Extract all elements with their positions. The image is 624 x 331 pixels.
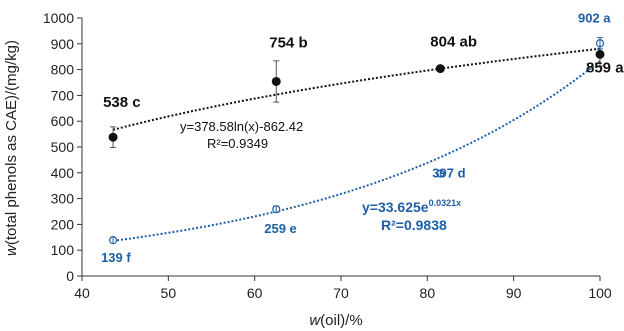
black-data-point bbox=[108, 132, 118, 142]
black-data-point bbox=[595, 49, 605, 59]
x-tick-label: 50 bbox=[161, 285, 177, 301]
black-data-label: 859 a bbox=[586, 59, 624, 76]
y-tick-label: 300 bbox=[51, 191, 75, 207]
y-tick-label: 0 bbox=[66, 268, 74, 284]
black-data-label: 538 c bbox=[103, 94, 141, 111]
x-tick-label: 40 bbox=[74, 285, 90, 301]
x-tick-label: 70 bbox=[333, 285, 349, 301]
x-axis-title-italic: w bbox=[309, 312, 321, 329]
black-data-point bbox=[435, 64, 445, 74]
y-axis-title-italic: w bbox=[3, 244, 20, 256]
blue-trend-equation-exponent: 0.0321x bbox=[429, 198, 462, 208]
x-axis-title: w(oil)/% bbox=[309, 312, 362, 329]
blue-data-label: 259 e bbox=[264, 221, 297, 236]
y-tick-label: 800 bbox=[51, 62, 75, 78]
axes: 0 100 200 300 400 500 600 700 800 900 1000 40 50 60 70… bbox=[43, 10, 612, 301]
x-tick-label: 100 bbox=[588, 285, 612, 301]
y-tick-label: 200 bbox=[51, 216, 75, 232]
y-tick-label: 400 bbox=[51, 165, 75, 181]
blue-trend-equation-main: y=33.625e bbox=[362, 199, 429, 215]
x-tick-label: 60 bbox=[247, 285, 263, 301]
blue-data-label: 902 a bbox=[578, 10, 611, 25]
y-tick-label: 900 bbox=[51, 36, 75, 52]
black-data-point bbox=[271, 76, 281, 86]
black-trend-equation: y=378.58ln(x)-862.42 bbox=[180, 119, 303, 134]
y-tick-label: 600 bbox=[51, 113, 75, 129]
x-tick-label: 80 bbox=[420, 285, 436, 301]
y-tick-label: 500 bbox=[51, 139, 75, 155]
x-axis-title-rest: (oil)/% bbox=[320, 312, 363, 329]
y-tick-label: 700 bbox=[51, 87, 75, 103]
black-data-label: 804 ab bbox=[430, 34, 477, 51]
blue-data-label: 139 f bbox=[101, 250, 131, 265]
black-data-label: 754 b bbox=[269, 34, 307, 51]
y-axis-title: w(total phenols as CAE)/(mg/kg) bbox=[3, 40, 20, 256]
black-trendline bbox=[112, 47, 601, 131]
black-trend-r2: R²=0.9349 bbox=[207, 136, 268, 151]
y-tick-label: 1000 bbox=[43, 10, 74, 26]
x-tick-label: 90 bbox=[506, 285, 522, 301]
blue-trendline bbox=[112, 60, 601, 242]
y-axis-title-rest: (total phenols as CAE)/(mg/kg) bbox=[3, 40, 20, 245]
blue-trend-equation: y=33.625e0.0321x bbox=[362, 198, 461, 215]
blue-trend-r2: R²=0.9838 bbox=[381, 217, 447, 233]
blue-data-label: 397 d bbox=[432, 166, 465, 181]
marks: 538 c 754 b 804 ab 859 a 139 f 259 e 397 d 902 … bbox=[101, 10, 624, 265]
y-tick-label: 100 bbox=[51, 242, 75, 258]
